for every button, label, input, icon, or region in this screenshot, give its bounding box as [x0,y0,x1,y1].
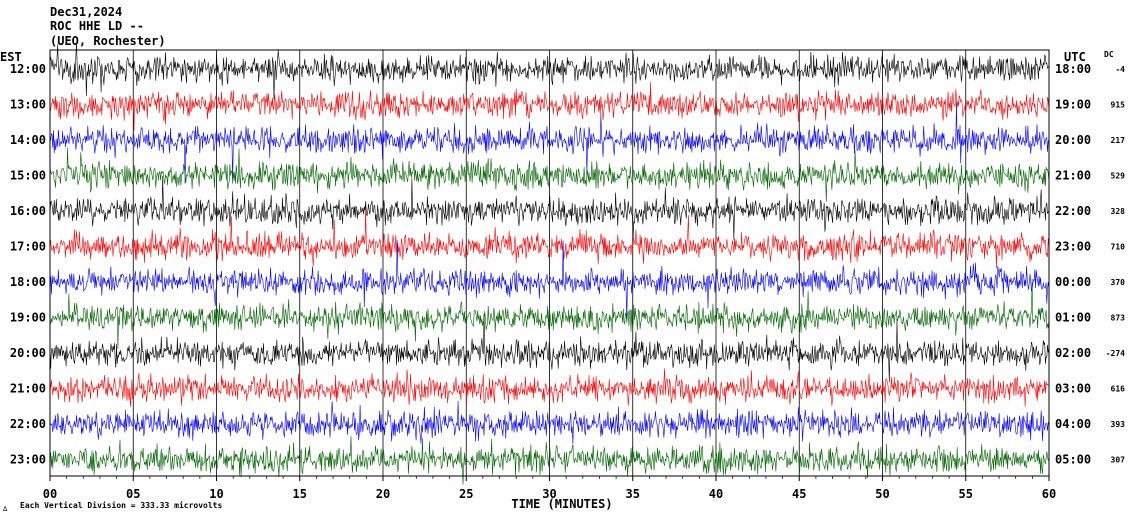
est-hour-label: 12:00 [10,62,46,76]
utc-hour-label: 18:00 [1055,62,1091,76]
utc-hour-label: 21:00 [1055,169,1091,183]
est-hour-label: 21:00 [10,382,46,396]
est-hour-label: 22:00 [10,417,46,431]
trace-row-2100 [49,368,1049,407]
utc-hour-label: 00:00 [1055,275,1091,289]
x-tick-label-40: 40 [709,487,723,501]
est-axis-label: EST [0,50,22,64]
trace-row-1200 [49,43,1050,100]
dc-offset-value: 873 [1111,314,1126,323]
est-hour-label: 15:00 [10,169,46,183]
x-tick-label-10: 10 [209,487,223,501]
dc-offset-value: 529 [1111,172,1126,181]
utc-hour-label: 23:00 [1055,240,1091,254]
utc-hour-label: 05:00 [1055,453,1091,467]
x-tick-label-00: 00 [43,487,57,501]
est-hour-label: 14:00 [10,133,46,147]
trace-row-1500 [49,147,1050,202]
trace-row-1400 [49,102,1050,184]
plot-grid [132,50,967,476]
utc-hour-label: 02:00 [1055,346,1091,360]
header-date: Dec31,2024 [50,5,123,19]
x-tick-label-05: 05 [126,487,140,501]
trace-row-2200 [49,400,1050,444]
x-tick-label-45: 45 [792,487,806,501]
header-station: ROC HHE LD -- [50,19,144,33]
dc-offset-value: 328 [1111,207,1126,216]
dc-offset-value: -274 [1106,349,1125,358]
est-hour-label: 13:00 [10,98,46,112]
x-tick-label-30: 30 [542,487,556,501]
dc-offset-value: 616 [1111,385,1126,394]
trace-row-2300 [49,436,1050,485]
x-tick-label-60: 60 [1042,487,1056,501]
x-tick-label-35: 35 [626,487,640,501]
dc-offset-value: 370 [1111,278,1126,287]
est-hour-label: 23:00 [10,453,46,467]
est-hour-label: 18:00 [10,275,46,289]
x-tick-label-15: 15 [293,487,307,501]
logo-icon: ∆ [2,505,8,513]
dc-offset-value: 710 [1111,243,1126,252]
trace-row-1900 [49,278,1050,349]
est-hour-label: 20:00 [10,346,46,360]
x-tick-label-50: 50 [875,487,889,501]
trace-row-1800 [49,240,1050,323]
scale-note: Each Vertical Division = 333.33 microvol… [20,500,222,510]
x-axis-ticks [49,476,1050,481]
est-hour-label: 19:00 [10,311,46,325]
utc-hour-label: 01:00 [1055,311,1091,325]
axis-labels: 00 05 10 15 20 25 30 35 40 45 50 55 60 12:00 18:00 -4 13… [0,50,1125,513]
dc-offset-value: -4 [1115,65,1125,74]
utc-hour-label: 19:00 [1055,98,1091,112]
trace-row-1600 [49,175,1050,240]
seismic-traces [49,43,1050,485]
x-axis-title: TIME (MINUTES) [511,497,612,511]
dc-offset-value: 915 [1111,101,1126,110]
header-location: (UEO, Rochester) [50,34,166,48]
utc-axis-label: UTC [1064,50,1086,64]
dc-offset-value: 217 [1111,136,1126,145]
trace-row-2000 [49,313,1050,383]
x-tick-label-20: 20 [376,487,390,501]
utc-hour-label: 04:00 [1055,417,1091,431]
x-tick-label-55: 55 [959,487,973,501]
utc-hour-label: 22:00 [1055,204,1091,218]
dc-offset-value: 393 [1111,420,1126,429]
trace-row-1700 [49,206,1050,269]
dc-column-label: DC [1104,50,1114,59]
x-tick-label-25: 25 [459,487,473,501]
est-hour-label: 17:00 [10,240,46,254]
est-hour-label: 16:00 [10,204,46,218]
trace-row-1300 [49,81,1050,132]
utc-hour-label: 20:00 [1055,133,1091,147]
dc-offset-value: 307 [1111,456,1126,465]
utc-hour-label: 03:00 [1055,382,1091,396]
